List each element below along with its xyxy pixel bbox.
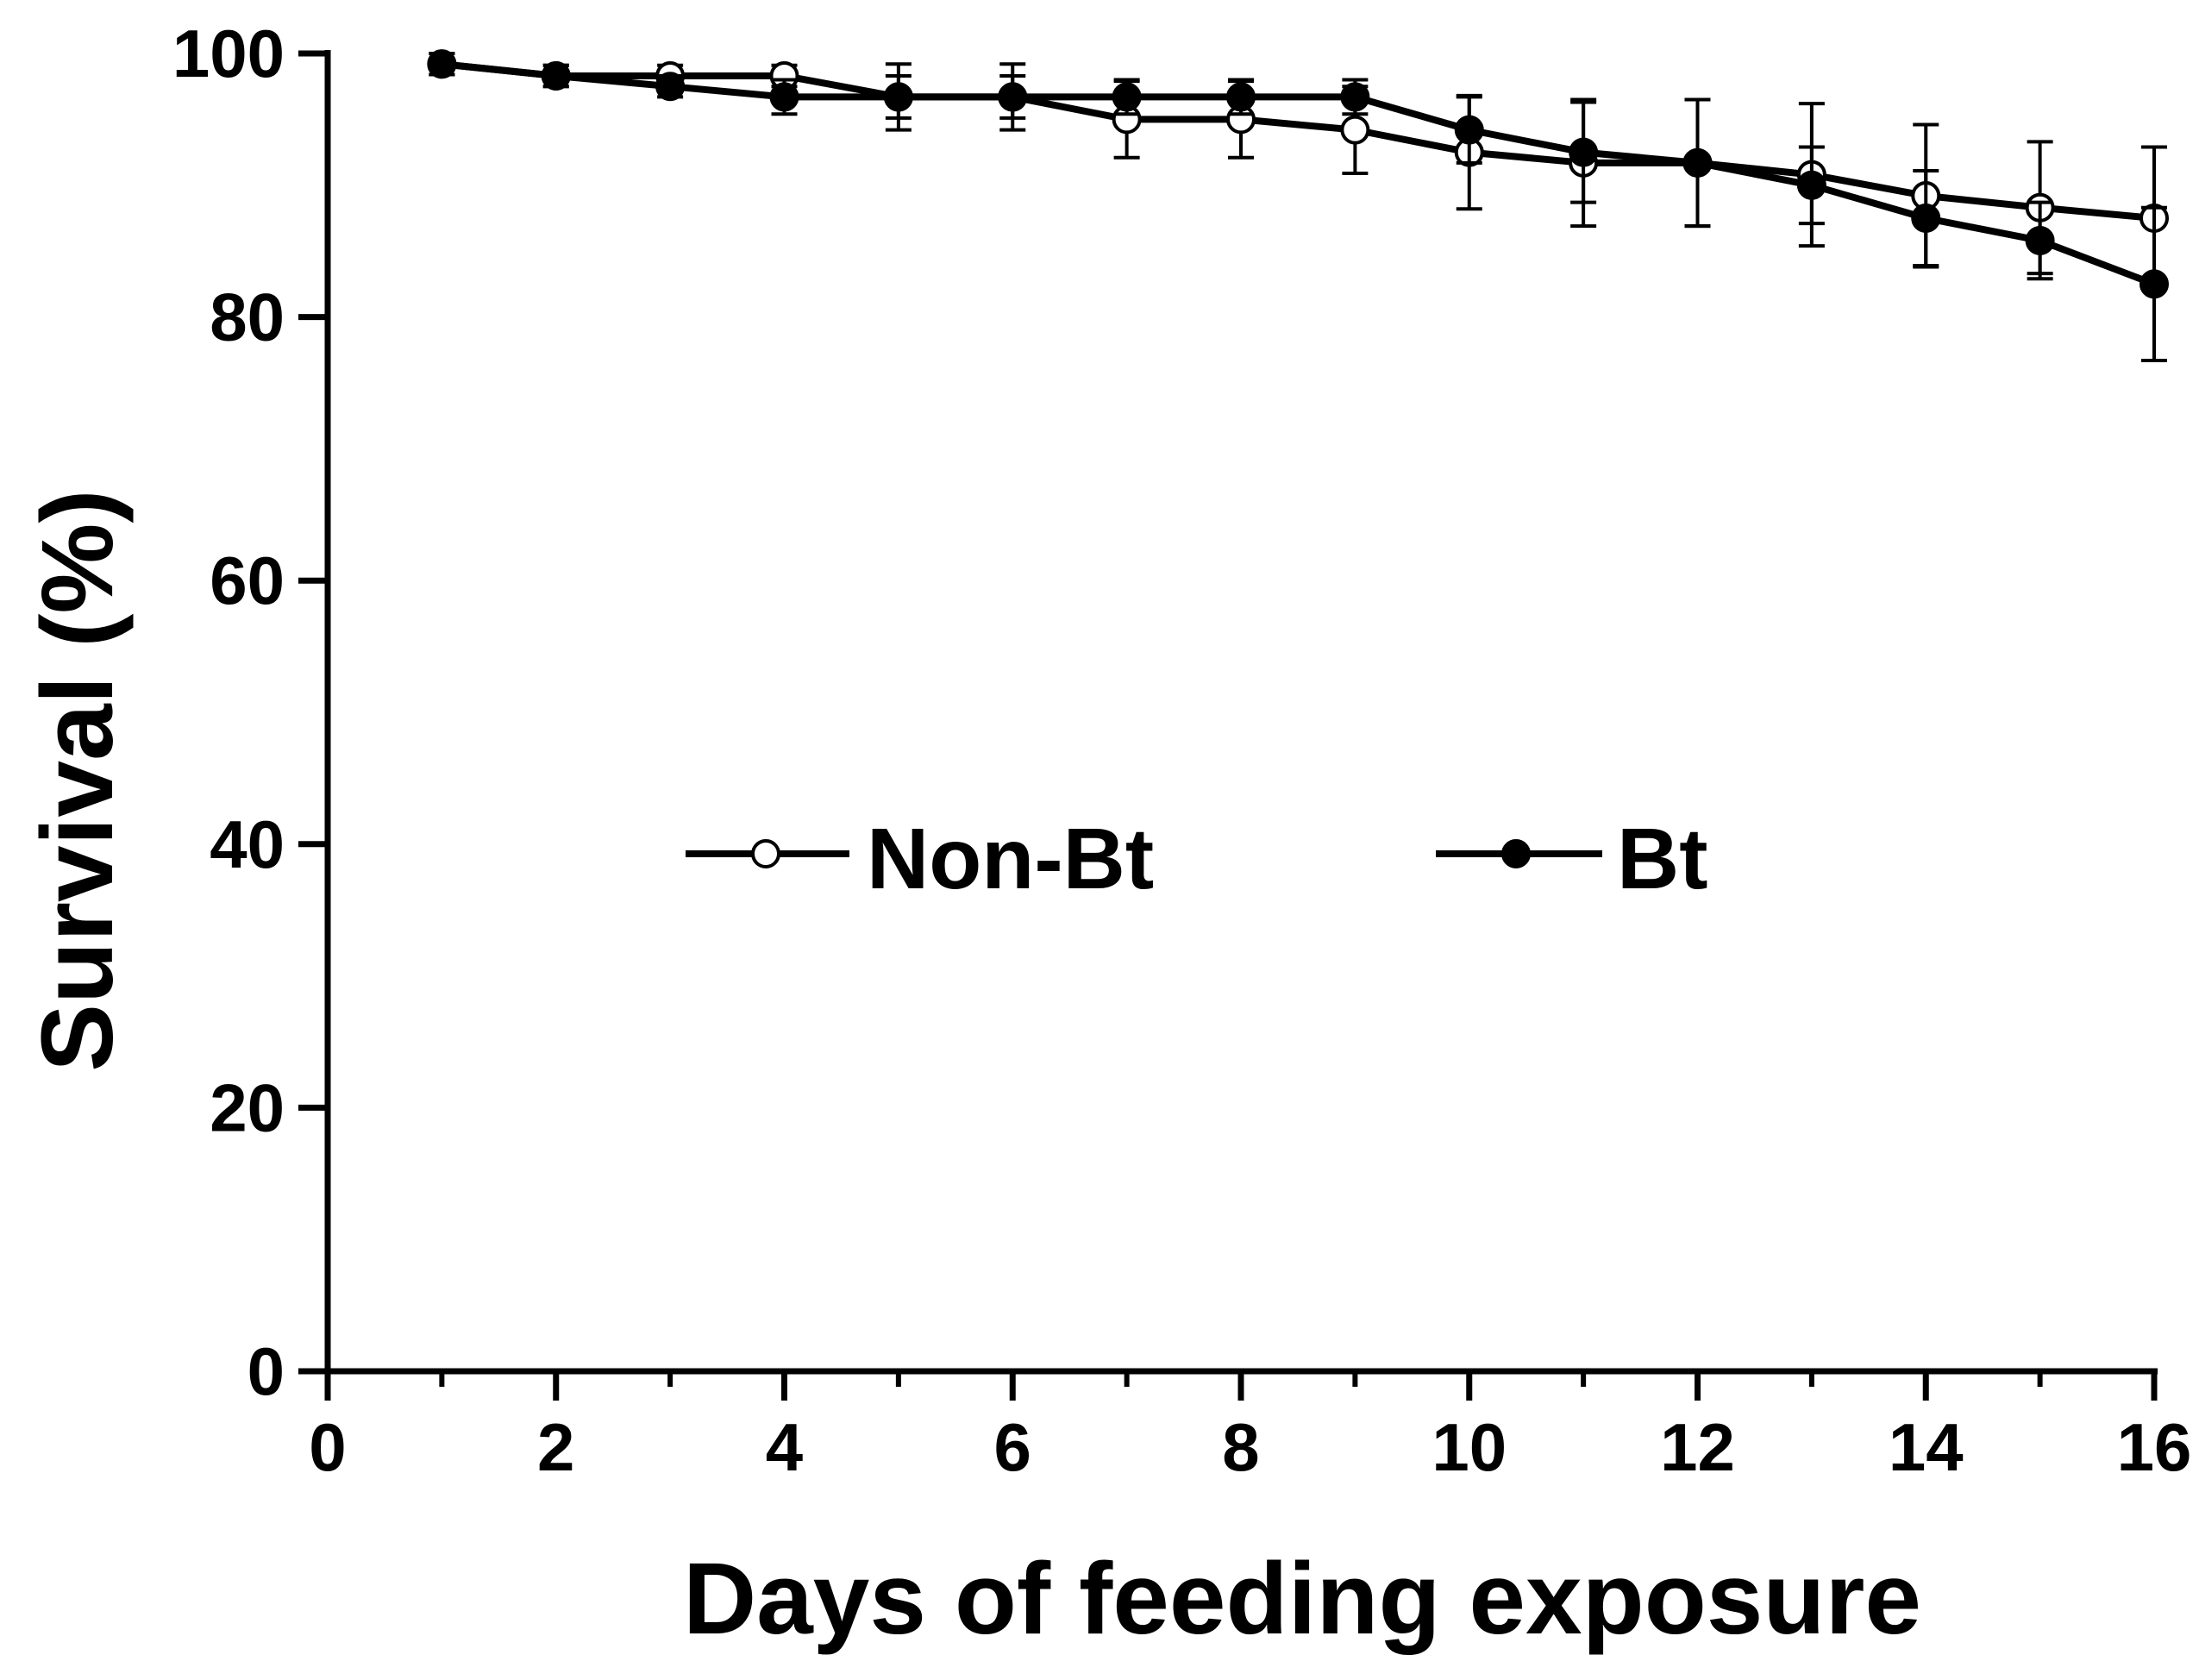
data-point	[1569, 137, 1599, 167]
data-point	[1340, 82, 1370, 112]
x-tick-label: 0	[309, 1409, 346, 1485]
x-tick-label: 4	[766, 1409, 803, 1485]
y-tick-label: 60	[210, 542, 285, 618]
y-tick-label: 40	[210, 806, 285, 882]
legend-item-non-bt: Non-Bt	[686, 811, 1154, 907]
legend: Non-Bt Bt	[686, 811, 1708, 907]
axes	[324, 50, 2158, 1375]
x-tick-label: 10	[1432, 1409, 1507, 1485]
data-point	[769, 82, 799, 112]
x-tick-label: 14	[1889, 1409, 1964, 1485]
data-series	[427, 49, 2169, 363]
data-point	[1796, 170, 1826, 200]
y-axis-title: Survival (%)	[21, 489, 135, 1071]
x-tick-label: 6	[994, 1409, 1031, 1485]
legend-label: Bt	[1617, 811, 1708, 907]
x-tick-label: 2	[537, 1409, 574, 1485]
data-point	[1112, 82, 1142, 112]
series-line	[441, 60, 2155, 222]
y-tick-label: 80	[210, 279, 285, 355]
data-point	[1340, 115, 1370, 145]
series-line	[441, 60, 2156, 288]
x-tick-label: 12	[1660, 1409, 1735, 1485]
legend-marker	[751, 839, 780, 868]
tick-labels: 0 20 40 60 80 100 0 2 4 6 8 10 12 14 16	[172, 16, 2192, 1485]
legend-label: Non-Bt	[867, 811, 1154, 907]
data-point	[2025, 225, 2055, 255]
y-tick-label: 0	[247, 1333, 285, 1409]
data-point	[1911, 204, 1941, 233]
data-point	[1226, 82, 1256, 112]
legend-item-bt: Bt	[1436, 811, 1708, 907]
y-tick-label: 20	[210, 1069, 285, 1145]
data-point	[655, 72, 686, 102]
data-point	[883, 82, 913, 112]
data-point	[541, 60, 571, 91]
data-point	[1454, 115, 1484, 145]
data-point	[998, 82, 1028, 112]
x-tick-label: 8	[1222, 1409, 1259, 1485]
legend-marker	[1501, 839, 1531, 868]
tick-marks	[298, 50, 2158, 1401]
x-axis-title: Days of feeding exposure	[683, 1542, 1921, 1656]
data-point	[427, 49, 457, 79]
series-bt	[427, 49, 2169, 363]
x-tick-label: 16	[2117, 1409, 2192, 1485]
y-tick-label: 100	[172, 16, 285, 91]
data-point	[2139, 269, 2169, 299]
data-point	[1682, 147, 1713, 178]
